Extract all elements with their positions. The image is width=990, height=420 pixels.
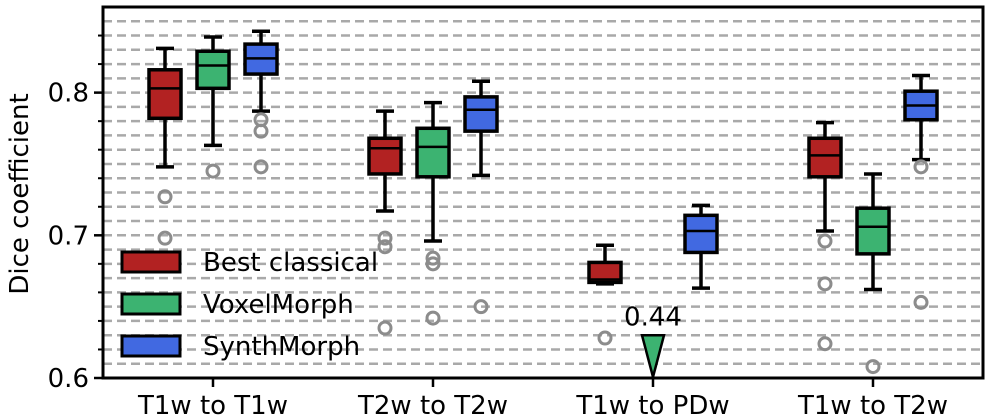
x-tick-label: T1w to PDw (575, 391, 729, 420)
iqr-box (463, 95, 499, 133)
x-tick-label: T2w to T2w (357, 391, 508, 420)
iqr-box (855, 206, 891, 256)
y-axis-label: Dice coefficient (5, 93, 35, 294)
outlier-point (865, 359, 881, 375)
legend-swatch (120, 292, 182, 316)
legend-swatch (120, 334, 182, 358)
iqr-box (587, 260, 623, 285)
outlier-point (425, 256, 441, 272)
offscale-value-label: 0.44 (624, 302, 682, 332)
box-voxelmorph (640, 333, 666, 382)
legend-label: Best classical (203, 248, 378, 278)
outlier-point (473, 299, 489, 315)
outlier-point (817, 336, 833, 352)
box-synthmorph (243, 29, 279, 175)
outlier-point (425, 250, 441, 266)
outlier-point (205, 163, 221, 179)
outlier-point (913, 294, 929, 310)
outlier-point (913, 159, 929, 175)
x-tick-label: T1w to T2w (797, 391, 948, 420)
outlier-point (157, 189, 173, 205)
iqr-box (807, 136, 843, 179)
plot-frame (101, 5, 985, 380)
y-tick-label: 0.6 (48, 364, 89, 394)
box-best-classical (367, 109, 403, 336)
outlier-point (157, 230, 173, 246)
iqr-box (683, 213, 719, 255)
box-best-classical (587, 243, 623, 346)
legend: Best classical VoxelMorph SynthMorph (120, 248, 378, 362)
box-best-classical (147, 46, 183, 246)
outlier-point (253, 159, 269, 175)
y-tick-label: 0.8 (48, 79, 89, 109)
annotations: 0.44 (624, 302, 682, 332)
box-synthmorph (903, 73, 939, 310)
iqr-box (195, 49, 231, 91)
outlier-point (817, 276, 833, 292)
outlier-point (817, 233, 833, 249)
iqr-box (367, 136, 403, 176)
x-tick-label: T1w to T1w (137, 391, 288, 420)
iqr-box (147, 68, 183, 121)
outlier-point (377, 230, 393, 246)
box-voxelmorph (415, 100, 451, 326)
box-synthmorph (463, 79, 499, 315)
outlier-point (377, 320, 393, 336)
box-voxelmorph (195, 35, 231, 179)
legend-label: SynthMorph (203, 332, 360, 362)
offscale-marker (640, 333, 666, 382)
box-best-classical (807, 120, 843, 352)
x-axis: T1w to T1w T2w to T2w T1w to PDw T1w to T2w (137, 378, 948, 420)
legend-swatch (120, 250, 182, 274)
outlier-point (377, 239, 393, 255)
box-voxelmorph (855, 172, 891, 375)
iqr-box (415, 126, 451, 179)
outlier-point (253, 123, 269, 139)
y-axis: 0.6 0.7 0.8 (48, 34, 103, 394)
box-synthmorph (683, 203, 719, 290)
outlier-point (597, 330, 613, 346)
legend-label: VoxelMorph (203, 290, 354, 320)
y-tick-label: 0.7 (48, 221, 89, 251)
box-plots (147, 29, 939, 382)
outlier-point (425, 310, 441, 326)
